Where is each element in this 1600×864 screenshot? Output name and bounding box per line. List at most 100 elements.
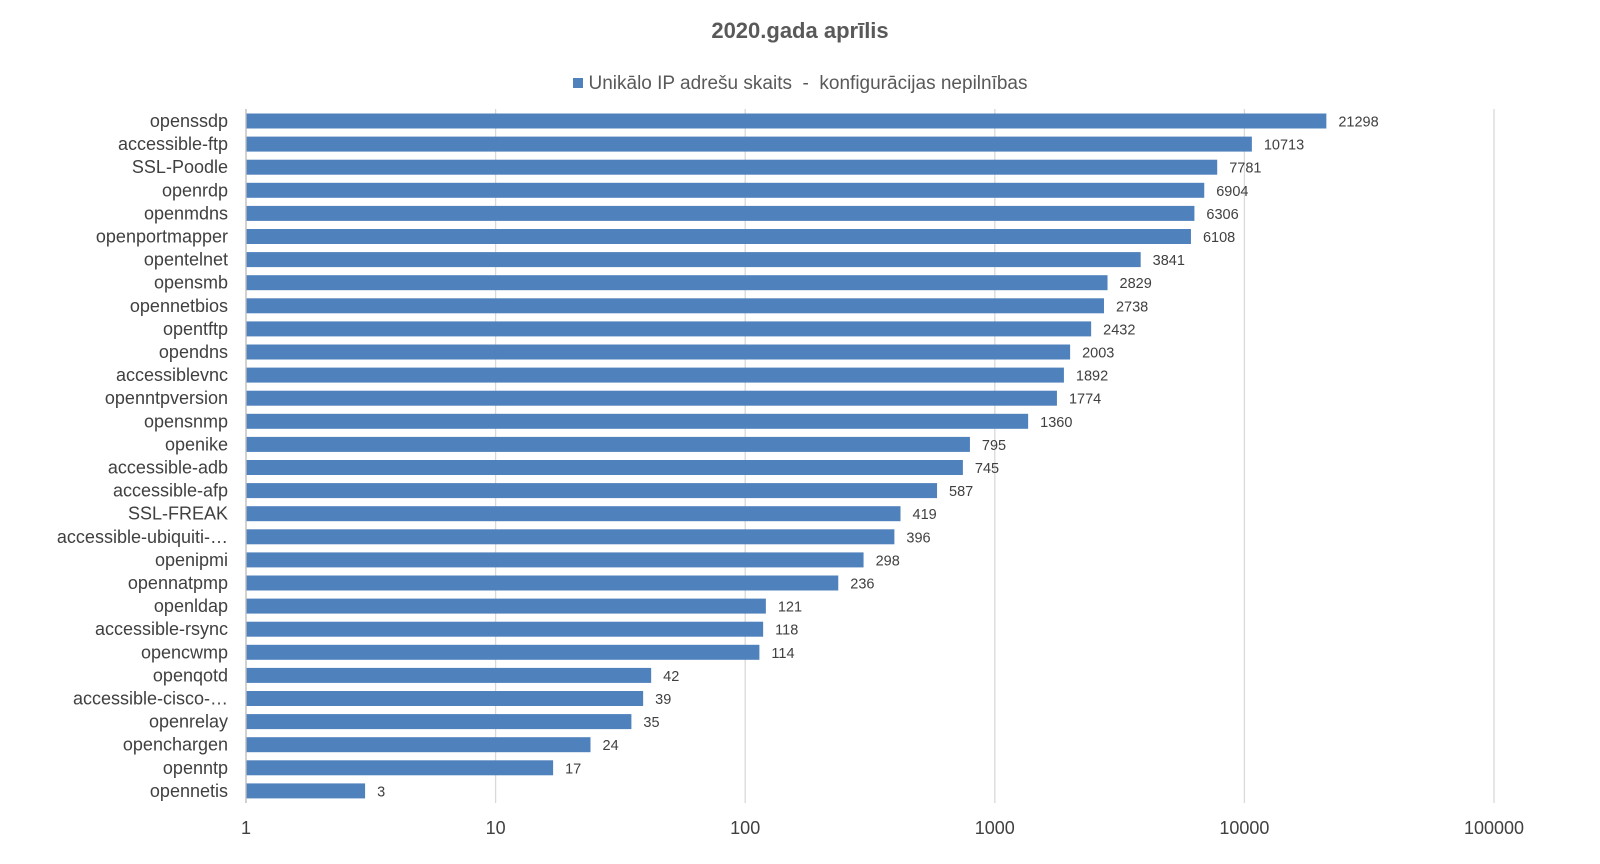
bar — [246, 714, 632, 730]
category-label: opencwmp — [141, 642, 228, 662]
category-label: openrdp — [162, 180, 228, 200]
bar — [246, 136, 1252, 152]
category-label: opensnmp — [144, 411, 228, 431]
bar — [246, 783, 366, 799]
data-label: 6108 — [1203, 230, 1235, 246]
category-label: opennetbios — [130, 296, 228, 316]
bar — [246, 344, 1071, 360]
data-label: 7781 — [1229, 161, 1261, 177]
data-label: 1892 — [1076, 369, 1108, 385]
category-label: opentelnet — [144, 250, 228, 270]
data-label: 298 — [876, 553, 900, 569]
category-label: accessible-adb — [108, 458, 228, 478]
bar — [246, 413, 1029, 429]
data-label: 35 — [643, 715, 659, 731]
category-label: openntpversion — [105, 388, 228, 408]
data-label: 2432 — [1103, 322, 1135, 338]
data-label: 1774 — [1069, 392, 1101, 408]
category-label: openntp — [163, 758, 228, 778]
bar — [246, 275, 1108, 291]
category-label: opennatpmp — [128, 573, 228, 593]
bar — [246, 113, 1327, 129]
bar — [246, 552, 864, 568]
bar — [246, 667, 652, 683]
category-label: accessiblevnc — [116, 365, 228, 385]
data-label: 6904 — [1216, 184, 1248, 200]
bar — [246, 575, 839, 591]
data-label: 745 — [975, 461, 999, 477]
data-label: 17 — [565, 761, 581, 777]
legend-swatch — [572, 78, 583, 88]
x-tick-label: 100000 — [1464, 818, 1524, 838]
category-label: opendns — [159, 342, 228, 362]
category-label: SSL-Poodle — [132, 157, 228, 177]
bar — [246, 229, 1191, 244]
category-label: openqotd — [153, 665, 228, 685]
bar — [246, 205, 1195, 221]
data-label: 6306 — [1206, 207, 1238, 223]
bar — [246, 760, 554, 776]
bar — [246, 252, 1141, 268]
data-label: 2829 — [1120, 276, 1152, 292]
data-label: 2003 — [1082, 346, 1114, 362]
data-label: 2738 — [1116, 299, 1148, 315]
bar — [246, 436, 970, 452]
x-tick-label: 1 — [241, 818, 251, 838]
bar — [246, 321, 1092, 337]
category-label: openchargen — [123, 735, 228, 755]
category-label: openipmi — [155, 550, 228, 570]
category-label: openike — [165, 434, 228, 454]
category-label: accessible-ubiquiti-… — [57, 527, 228, 547]
category-label: accessible-ftp — [118, 134, 228, 154]
bar — [246, 390, 1057, 406]
x-tick-label: 10 — [486, 818, 506, 838]
chart-title: 2020.gada aprīlis — [711, 18, 889, 43]
category-label: accessible-rsync — [95, 619, 228, 639]
category-label: opentftp — [163, 319, 228, 339]
data-label: 24 — [603, 738, 619, 754]
data-label: 236 — [850, 577, 874, 593]
x-tick-label: 1000 — [975, 818, 1015, 838]
bar — [246, 644, 760, 660]
data-label: 21298 — [1338, 115, 1378, 131]
bar — [246, 506, 901, 522]
legend: Unikālo IP adrešu skaits - konfigurācija… — [0, 73, 1600, 95]
data-label: 121 — [778, 600, 802, 616]
data-label: 396 — [906, 530, 930, 546]
bar — [246, 737, 591, 753]
category-label: openrelay — [149, 712, 228, 732]
data-label: 3 — [377, 784, 385, 800]
category-label: openssdp — [150, 111, 228, 131]
data-label: 795 — [982, 438, 1006, 454]
category-label: SSL-FREAK — [128, 504, 228, 524]
data-label: 114 — [771, 646, 794, 662]
bar — [246, 182, 1205, 198]
legend-label: Unikālo IP adrešu skaits - konfigurācija… — [588, 73, 1028, 94]
bar — [246, 460, 963, 475]
bar — [246, 367, 1064, 383]
bar — [246, 621, 764, 637]
bar — [246, 529, 895, 545]
category-label: opennetis — [150, 781, 228, 801]
category-label: opensmb — [154, 273, 228, 293]
x-tick-label: 100 — [730, 818, 760, 838]
bar — [246, 159, 1218, 175]
data-label: 10713 — [1264, 138, 1304, 154]
x-tick-label: 10000 — [1219, 818, 1269, 838]
data-label: 3841 — [1153, 253, 1185, 269]
category-label: openldap — [154, 596, 228, 616]
data-label: 42 — [663, 669, 679, 685]
data-label: 118 — [775, 623, 798, 639]
category-label: accessible-afp — [113, 481, 228, 501]
data-label: 39 — [655, 692, 671, 708]
category-label: accessible-cisco-… — [73, 689, 228, 709]
data-label: 587 — [949, 484, 973, 500]
bar — [246, 598, 766, 614]
category-label: openmdns — [144, 203, 228, 223]
bar — [246, 691, 644, 706]
data-label: 1360 — [1040, 415, 1072, 431]
bar — [246, 483, 938, 499]
bar — [246, 298, 1104, 314]
